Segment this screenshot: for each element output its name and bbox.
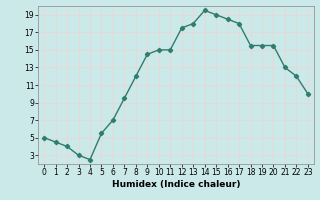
X-axis label: Humidex (Indice chaleur): Humidex (Indice chaleur) xyxy=(112,180,240,189)
